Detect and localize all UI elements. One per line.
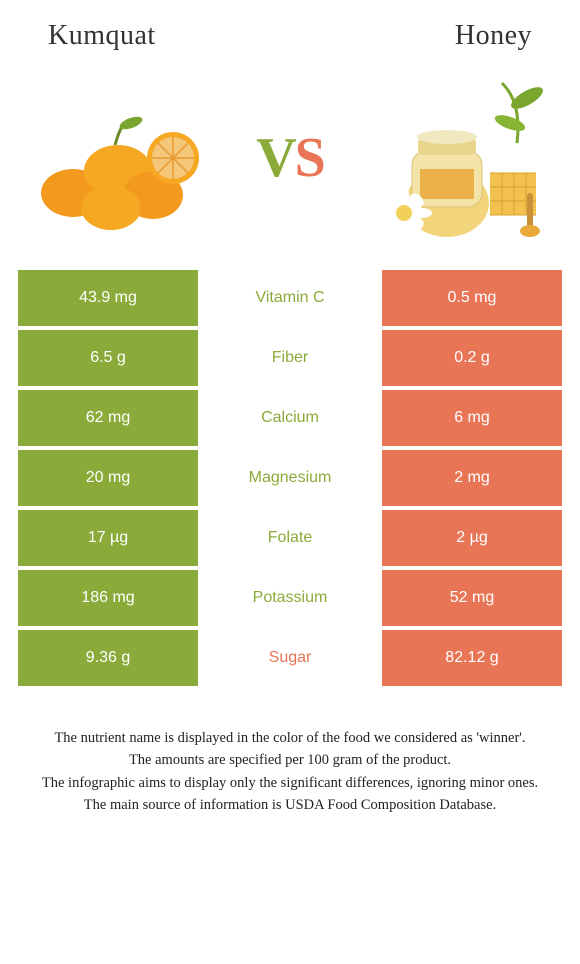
nutrient-label: Magnesium [198, 450, 382, 506]
left-value: 20 mg [18, 450, 198, 506]
nutrient-table: 43.9 mgVitamin C0.5 mg6.5 gFiber0.2 g62 … [0, 270, 580, 686]
footer-line: The nutrient name is displayed in the co… [18, 728, 562, 748]
right-value: 0.5 mg [382, 270, 562, 326]
right-value: 6 mg [382, 390, 562, 446]
table-row: 20 mgMagnesium2 mg [18, 450, 562, 506]
left-value: 43.9 mg [18, 270, 198, 326]
right-food-title: Honey [455, 20, 532, 52]
nutrient-label: Potassium [198, 570, 382, 626]
vs-v: V [256, 126, 294, 190]
footer-line: The amounts are specified per 100 gram o… [18, 750, 562, 770]
table-row: 186 mgPotassium52 mg [18, 570, 562, 626]
left-value: 62 mg [18, 390, 198, 446]
vs-label: V S [256, 126, 324, 190]
kumquat-image [18, 73, 208, 243]
nutrient-label: Sugar [198, 630, 382, 686]
vs-s: S [295, 126, 324, 190]
honey-image [372, 73, 562, 243]
footer-line: The infographic aims to display only the… [18, 773, 562, 793]
table-row: 6.5 gFiber0.2 g [18, 330, 562, 386]
left-value: 6.5 g [18, 330, 198, 386]
table-row: 9.36 gSugar82.12 g [18, 630, 562, 686]
header: Kumquat Honey [0, 0, 580, 60]
table-row: 17 µgFolate2 µg [18, 510, 562, 566]
images-row: V S [0, 60, 580, 270]
right-value: 2 mg [382, 450, 562, 506]
right-value: 0.2 g [382, 330, 562, 386]
right-value: 52 mg [382, 570, 562, 626]
table-row: 62 mgCalcium6 mg [18, 390, 562, 446]
footer-notes: The nutrient name is displayed in the co… [0, 690, 580, 815]
footer-line: The main source of information is USDA F… [18, 795, 562, 815]
right-value: 82.12 g [382, 630, 562, 686]
left-value: 186 mg [18, 570, 198, 626]
nutrient-label: Vitamin C [198, 270, 382, 326]
nutrient-label: Fiber [198, 330, 382, 386]
table-row: 43.9 mgVitamin C0.5 mg [18, 270, 562, 326]
right-value: 2 µg [382, 510, 562, 566]
left-value: 17 µg [18, 510, 198, 566]
left-food-title: Kumquat [48, 20, 156, 52]
nutrient-label: Calcium [198, 390, 382, 446]
nutrient-label: Folate [198, 510, 382, 566]
left-value: 9.36 g [18, 630, 198, 686]
